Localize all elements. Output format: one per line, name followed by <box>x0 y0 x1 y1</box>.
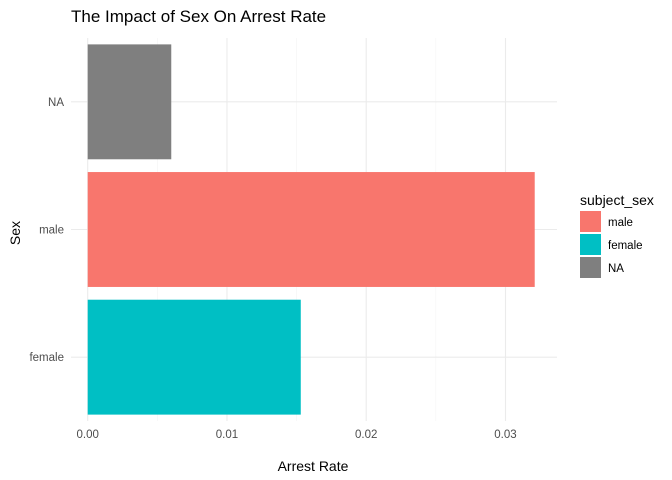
y-axis-title: Sex <box>7 221 23 245</box>
legend: subject_sex male female NA <box>580 192 654 278</box>
legend-swatch-na <box>580 257 601 278</box>
legend-title: subject_sex <box>580 192 654 208</box>
y-tick-label: male <box>39 225 64 237</box>
tick-labels: 0.00 0.01 0.02 0.03 female male NA <box>29 97 516 441</box>
y-tick-label: female <box>29 352 64 364</box>
bar-male <box>87 172 535 287</box>
legend-label-female: female <box>608 240 643 252</box>
legend-swatch-female <box>580 234 601 255</box>
bars <box>87 44 535 415</box>
bar-na <box>87 44 172 160</box>
chart-title: The Impact of Sex On Arrest Rate <box>71 7 326 26</box>
x-tick-label: 0.02 <box>355 429 377 441</box>
legend-label-male: male <box>608 217 633 229</box>
x-tick-label: 0.00 <box>77 429 99 441</box>
x-tick-label: 0.01 <box>216 429 238 441</box>
legend-label-na: NA <box>608 263 624 275</box>
x-tick-label: 0.03 <box>494 429 516 441</box>
y-tick-label: NA <box>48 97 64 109</box>
legend-swatch-male <box>580 211 601 232</box>
x-axis-title: Arrest Rate <box>278 458 349 474</box>
bar-female <box>87 299 301 415</box>
